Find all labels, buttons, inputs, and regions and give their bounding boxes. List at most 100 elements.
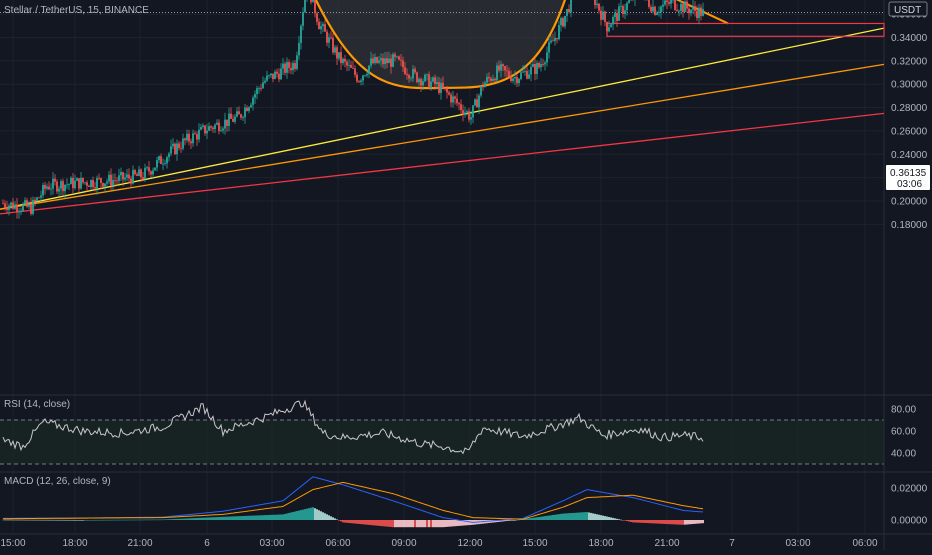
candle-body[interactable] <box>48 187 50 190</box>
candle-body[interactable] <box>302 12 304 26</box>
candle-body[interactable] <box>136 174 138 176</box>
candle-body[interactable] <box>270 74 272 76</box>
candle-body[interactable] <box>684 1 686 11</box>
candle-body[interactable] <box>392 54 394 67</box>
candle-body[interactable] <box>650 7 652 12</box>
candle-body[interactable] <box>616 13 618 21</box>
candle-body[interactable] <box>164 163 166 164</box>
candle-body[interactable] <box>476 99 478 107</box>
candle-body[interactable] <box>26 200 28 206</box>
candle-body[interactable] <box>698 8 700 18</box>
candle-body[interactable] <box>628 0 630 3</box>
candle-body[interactable] <box>286 62 288 73</box>
candle-body[interactable] <box>658 12 660 13</box>
candle-body[interactable] <box>520 72 522 79</box>
candle-body[interactable] <box>388 59 390 64</box>
candle-body[interactable] <box>462 110 464 115</box>
candle-body[interactable] <box>674 0 676 10</box>
candle-body[interactable] <box>112 180 114 185</box>
candle-body[interactable] <box>568 9 570 12</box>
candle-body[interactable] <box>492 79 494 81</box>
candle-body[interactable] <box>226 120 228 126</box>
candle-body[interactable] <box>552 40 554 41</box>
candle-body[interactable] <box>298 43 300 55</box>
candle-body[interactable] <box>420 79 422 85</box>
candle-body[interactable] <box>10 202 12 205</box>
candle-body[interactable] <box>264 81 266 83</box>
candle-body[interactable] <box>346 62 348 66</box>
candle-body[interactable] <box>310 0 312 2</box>
candle-body[interactable] <box>258 88 260 89</box>
candle-body[interactable] <box>434 77 436 84</box>
candle-body[interactable] <box>550 40 552 42</box>
candle-body[interactable] <box>278 74 280 80</box>
candle-body[interactable] <box>62 181 64 191</box>
candle-body[interactable] <box>118 175 120 181</box>
candle-body[interactable] <box>200 127 202 130</box>
candle-body[interactable] <box>364 75 366 76</box>
candle-body[interactable] <box>74 181 76 188</box>
candle-body[interactable] <box>558 25 560 39</box>
candle-body[interactable] <box>246 108 248 111</box>
candle-body[interactable] <box>516 77 518 83</box>
candle-body[interactable] <box>268 75 270 76</box>
candle-body[interactable] <box>224 120 226 129</box>
candle-body[interactable] <box>400 60 402 61</box>
candle-body[interactable] <box>478 96 480 108</box>
candle-body[interactable] <box>694 6 696 11</box>
candle-body[interactable] <box>18 211 20 212</box>
candle-body[interactable] <box>432 77 434 81</box>
candle-body[interactable] <box>560 18 562 25</box>
candle-body[interactable] <box>260 88 262 89</box>
candle-body[interactable] <box>80 178 82 189</box>
candle-body[interactable] <box>548 42 550 52</box>
candle-body[interactable] <box>480 86 482 95</box>
candle-body[interactable] <box>378 60 380 62</box>
candle-body[interactable] <box>680 4 682 11</box>
candle-body[interactable] <box>338 52 340 58</box>
candle-body[interactable] <box>670 0 672 4</box>
candle-body[interactable] <box>398 56 400 59</box>
candle-body[interactable] <box>332 38 334 53</box>
candle-body[interactable] <box>600 11 602 20</box>
candle-body[interactable] <box>406 74 408 75</box>
candle-body[interactable] <box>562 18 564 26</box>
candle-body[interactable] <box>366 74 368 75</box>
candle-body[interactable] <box>146 167 148 168</box>
candle-body[interactable] <box>524 71 526 72</box>
candle-body[interactable] <box>422 81 424 85</box>
candle-body[interactable] <box>40 195 42 197</box>
candle-body[interactable] <box>442 83 444 88</box>
candle-body[interactable] <box>128 174 130 178</box>
candle-body[interactable] <box>130 178 132 183</box>
candle-body[interactable] <box>440 83 442 93</box>
candle-body[interactable] <box>682 4 684 12</box>
candle-body[interactable] <box>182 139 184 149</box>
candle-body[interactable] <box>132 170 134 183</box>
candle-body[interactable] <box>328 37 330 42</box>
candle-body[interactable] <box>20 211 22 212</box>
candle-body[interactable] <box>408 75 410 78</box>
candle-body[interactable] <box>252 98 254 105</box>
candle-body[interactable] <box>676 10 678 11</box>
candle-body[interactable] <box>238 111 240 114</box>
candle-body[interactable] <box>102 183 104 187</box>
candle-body[interactable] <box>410 78 412 79</box>
candle-body[interactable] <box>360 80 362 81</box>
candle-body[interactable] <box>24 200 26 204</box>
candle-body[interactable] <box>526 71 528 79</box>
candle-body[interactable] <box>250 105 252 107</box>
candle-body[interactable] <box>522 72 524 73</box>
candle-body[interactable] <box>222 129 224 131</box>
candle-body[interactable] <box>280 69 282 80</box>
candle-body[interactable] <box>610 24 612 27</box>
candle-body[interactable] <box>144 168 146 179</box>
candle-body[interactable] <box>192 133 194 143</box>
candle-body[interactable] <box>100 178 102 183</box>
candle-body[interactable] <box>168 153 170 157</box>
candle-body[interactable] <box>218 123 220 132</box>
candle-body[interactable] <box>312 0 314 2</box>
candle-body[interactable] <box>28 204 30 207</box>
candle-body[interactable] <box>282 64 284 69</box>
candle-body[interactable] <box>618 6 620 20</box>
